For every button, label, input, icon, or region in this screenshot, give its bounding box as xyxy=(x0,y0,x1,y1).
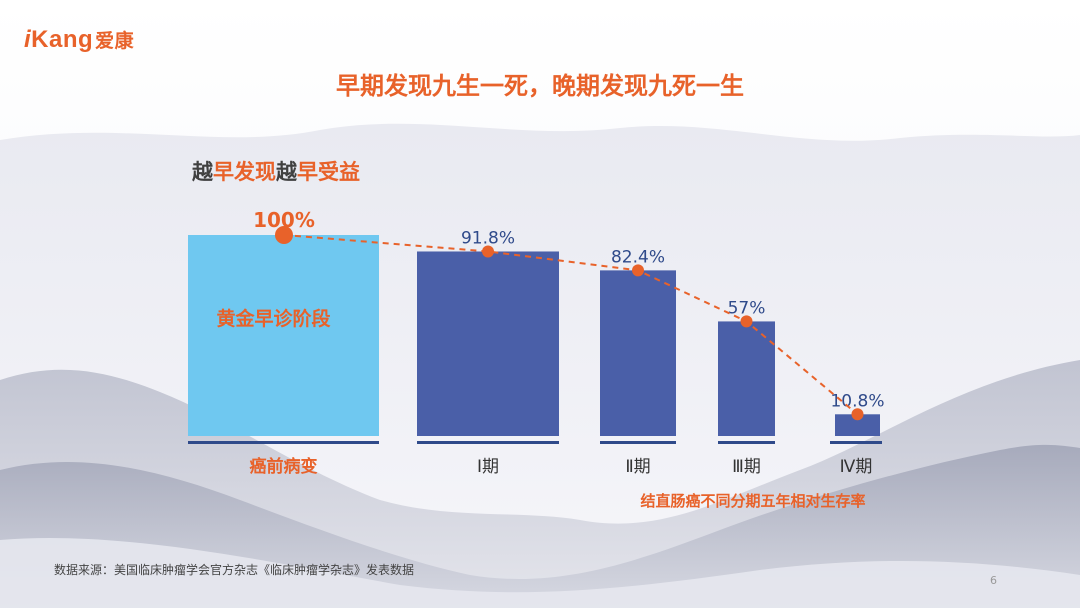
bar-baseline-1 xyxy=(188,441,379,444)
trend-point-2 xyxy=(482,245,494,258)
logo-cn: 爱康 xyxy=(95,31,135,52)
category-label-1: 癌前病变 xyxy=(250,456,318,477)
subtitle-part-3: 越 xyxy=(276,160,297,184)
page-number: 6 xyxy=(990,574,997,587)
trend-point-4 xyxy=(740,315,753,328)
category-label-4: Ⅲ期 xyxy=(732,457,761,477)
data-label-2: 91.8% xyxy=(461,228,515,248)
bar-4 xyxy=(718,321,775,436)
category-label-5: Ⅳ期 xyxy=(840,457,873,477)
trend-point-1 xyxy=(275,226,293,244)
ikang-logo: iKang 爱康 xyxy=(24,26,134,54)
logo-kang: Kang xyxy=(31,26,94,53)
trend-point-3 xyxy=(632,264,644,277)
data-label-3: 82.4% xyxy=(611,247,665,267)
chart-subtitle: 越早发现越早受益 xyxy=(192,156,360,186)
bar-baseline-3 xyxy=(600,441,676,444)
page-title: 早期发现九生一死，晚期发现九死一生 xyxy=(336,72,744,100)
data-label-4: 57% xyxy=(728,298,766,318)
data-source-footnote: 数据来源：美国临床肿瘤学会官方杂志《临床肿瘤学杂志》发表数据 xyxy=(54,563,415,577)
bar-5 xyxy=(835,414,880,436)
subtitle-part-1: 越 xyxy=(192,160,213,184)
logo-i: i xyxy=(24,26,32,53)
bar-2 xyxy=(417,251,559,436)
trend-point-5 xyxy=(851,408,864,421)
subtitle-part-2: 早发现 xyxy=(213,160,276,184)
highlight-bar-label: 黄金早诊阶段 xyxy=(216,307,331,330)
bar-3 xyxy=(600,270,676,436)
category-label-2: Ⅰ期 xyxy=(477,457,499,477)
subtitle-part-4: 早受益 xyxy=(297,160,360,184)
bar-highlight xyxy=(188,235,379,436)
bar-baseline-4 xyxy=(718,441,775,444)
data-label-5: 10.8% xyxy=(830,391,884,411)
chart-annotation: 结直肠癌不同分期五年相对生存率 xyxy=(640,492,865,510)
bar-baseline-2 xyxy=(417,441,559,444)
bar-baseline-5 xyxy=(830,441,882,444)
category-label-3: Ⅱ期 xyxy=(625,457,650,477)
